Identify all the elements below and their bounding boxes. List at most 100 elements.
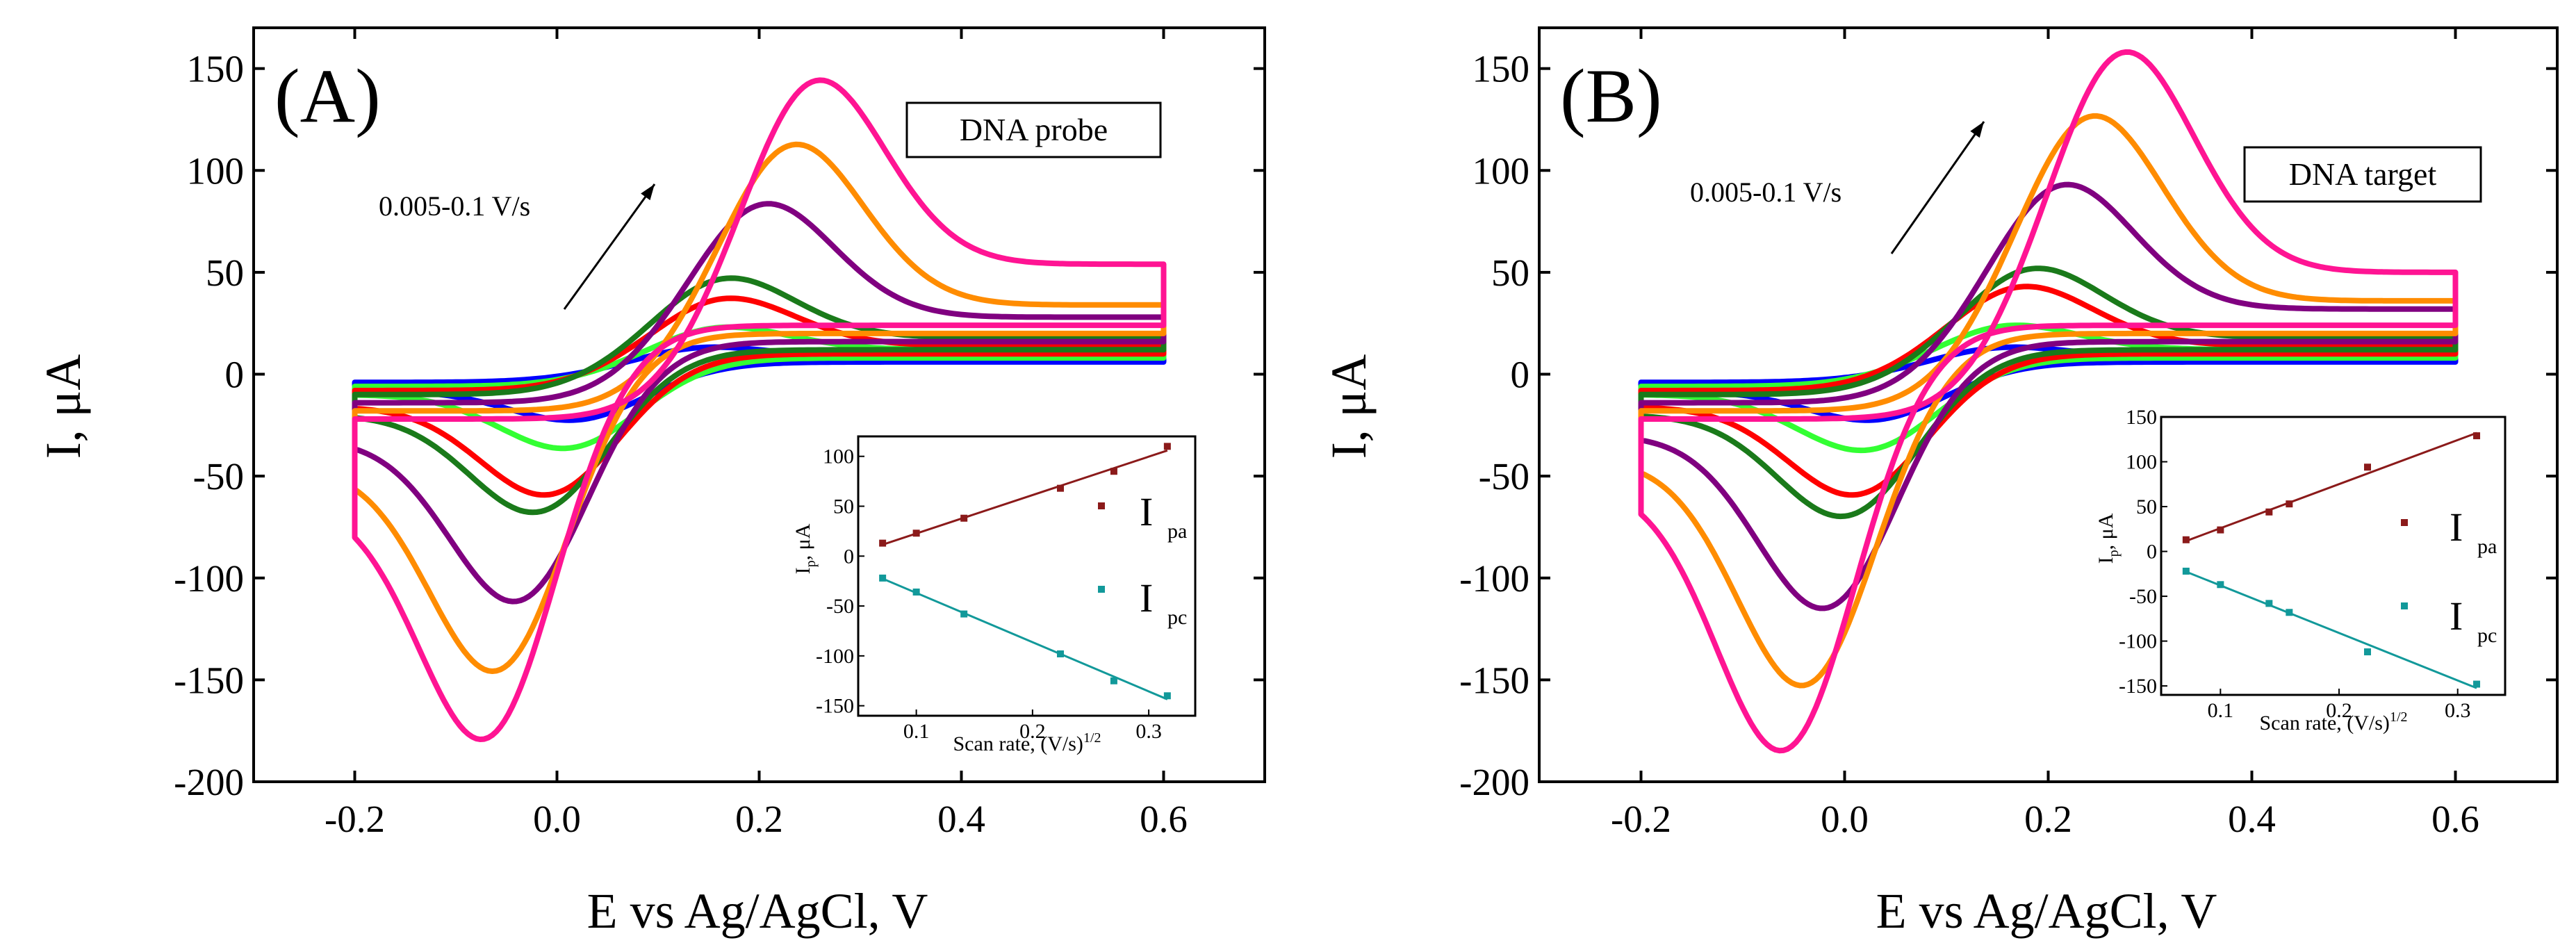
y-axis-label: I, μA (35, 354, 91, 459)
inset-point-pc (2265, 600, 2273, 607)
y-tick-label: 150 (1472, 48, 1530, 90)
inset-y-label-ylabel: I (791, 567, 814, 574)
inset-point-pc (879, 574, 887, 582)
inset-y-tick-label: 100 (2126, 451, 2157, 474)
scan-rate-arrow (563, 183, 656, 310)
inset-point-pc (1057, 650, 1064, 657)
y-tick-label: -100 (1459, 557, 1529, 600)
inset-point-pc (2473, 680, 2481, 688)
y-tick-label: 150 (187, 48, 245, 90)
inset-point-pa (960, 514, 968, 522)
box-label-frame (905, 101, 1162, 158)
inset-fit-line-pc (882, 577, 1168, 700)
cv-curves (352, 77, 1167, 742)
inset-x-axis-label: Scan rate, (V/s)1/2 (2260, 709, 2408, 734)
scan-rate-annotation: 0.005-0.1 V/s (379, 190, 530, 222)
inset-y-tick-label: -100 (816, 645, 854, 668)
y-tick-label: 50 (1491, 252, 1529, 294)
chart-panel-b: -0.2 0.0 0.2 0.4 0.6 -200 -150 -100 -50 0 50 100 150… (1321, 26, 2559, 939)
inset-point-pa (2473, 432, 2481, 440)
box-label: DNA probe (960, 112, 1108, 147)
inset-x-label-sup: 1/2 (2390, 709, 2408, 725)
x-tick-label: 0.6 (1140, 798, 1188, 840)
inset-frame (857, 435, 1197, 717)
inset-x-label-main: Scan rate, (V/s) (2260, 712, 2390, 734)
y-tick-label: 50 (206, 252, 244, 294)
inset-legend-label: I (2450, 593, 2463, 639)
x-tick-label: 0.4 (2228, 798, 2276, 840)
x-tick-label: 0.2 (2024, 798, 2072, 840)
cv-curve-6 (1638, 113, 2459, 689)
y-tick-label: -150 (1459, 659, 1529, 701)
y-tick-label: -50 (1479, 455, 1529, 498)
cv-curve-7 (1638, 49, 2459, 754)
inset-point-pa (2182, 536, 2190, 543)
x-tick-label: 0.2 (735, 798, 783, 840)
inset-point-pa (2286, 500, 2293, 508)
inset-legend-marker-pc (1098, 586, 1105, 593)
inset-point-pc (960, 610, 968, 618)
cv-curve-5 (1638, 181, 2459, 612)
x-tick-label: 0.0 (1821, 798, 1869, 840)
inset-y-tick-label: 50 (833, 495, 854, 518)
inset-y-tick-label: 0 (844, 545, 854, 568)
inset-y-tick-label: -150 (816, 695, 854, 718)
cv-curve-5 (352, 201, 1167, 605)
y-tick-label: -200 (1459, 761, 1529, 803)
scan-rate-arrowhead (641, 184, 655, 201)
y-tick-label: -150 (174, 659, 244, 701)
y-tick-label: 0 (225, 354, 245, 396)
inset-y-axis-label: Ip, μA (791, 523, 819, 574)
inset-chart: 0.1 0.2 0.3 -150 -100 -50 0 50 100 Scan rate, (V/… (791, 435, 1197, 755)
scan-rate-arrowhead (1970, 122, 1984, 138)
y-tick-label: -50 (193, 455, 244, 498)
inset-legend-marker-pa (2401, 519, 2408, 526)
inset-legend-marker-pa (1098, 502, 1105, 509)
inset-x-tick-label: 0.3 (1135, 720, 1162, 743)
inset-y-tick-label: 150 (2126, 406, 2157, 429)
inset-point-pc (912, 588, 920, 596)
inset-legend-sub: pa (2477, 535, 2497, 558)
inset-chart: 0.1 0.2 0.3 -150 -100 -50 0 50 100 150 Scan rate, … (2094, 406, 2507, 734)
x-tick-label: 0.6 (2431, 798, 2479, 840)
inset-y-label-ylabel: I (2094, 557, 2117, 564)
inset-y-tick-label: 0 (2147, 541, 2157, 564)
inset-point-pa (2217, 526, 2224, 534)
inset-point-pc (2364, 648, 2371, 656)
inset-point-pc (2286, 609, 2293, 616)
inset-x-label-sup: 1/2 (1083, 730, 1101, 746)
x-axis-label: E vs Ag/AgCl, V (587, 883, 928, 939)
inset-point-pa (1057, 484, 1064, 492)
y-tick-label: -200 (174, 761, 244, 803)
y-tick-label: 100 (187, 149, 245, 192)
inset-y-tick-label: -50 (826, 595, 854, 618)
inset-legend-marker-pc (2401, 602, 2408, 609)
inset-y-label-ylabel_sub: p (803, 560, 819, 567)
inset-point-pc (1110, 677, 1117, 684)
cv-curves (1638, 49, 2459, 754)
inset-point-pa (1110, 468, 1117, 475)
inset-x-axis-label: Scan rate, (V/s)1/2 (953, 730, 1101, 755)
inset-legend-sub: pc (2477, 624, 2497, 647)
inset-frame (2160, 416, 2507, 696)
inset-x-tick-label: 0.2 (1019, 720, 1046, 743)
inset-y-axis-label: Ip, μA (2094, 513, 2122, 564)
inset-x-label-main: Scan rate, (V/s) (953, 732, 1083, 755)
inset-point-pa (1163, 443, 1171, 450)
panel-label: (B) (1560, 54, 1662, 138)
inset-legend-sub: pc (1167, 606, 1187, 629)
inset-legend-label: I (2450, 504, 2463, 550)
inset-y-label-ylabel_unit: , μA (2094, 513, 2117, 550)
inset-y-tick-label: -100 (2119, 630, 2157, 653)
chart-panel-a: -0.2 0.0 0.2 0.4 0.6 -200 -150 -100 -50 0 50 100 150… (35, 26, 1266, 939)
inset-legend-sub: pa (1167, 520, 1187, 543)
inset-y-label-ylabel_sub: p (2106, 550, 2122, 557)
inset-legend-label: I (1140, 489, 1153, 534)
inset-point-pa (912, 530, 920, 537)
panel-label: (A) (274, 54, 381, 138)
cv-curve-7 (352, 77, 1167, 742)
inset-y-label-ylabel_unit: , μA (791, 523, 814, 560)
box-label-frame (2243, 146, 2482, 203)
inset-point-pa (2364, 463, 2371, 471)
inset-x-tick-label: 0.1 (903, 720, 930, 743)
